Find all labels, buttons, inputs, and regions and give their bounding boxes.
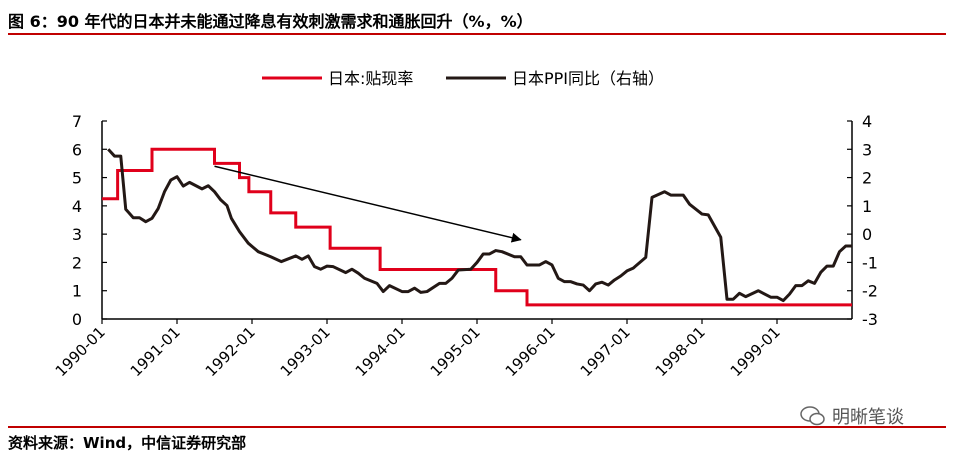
right-tick-label: -1: [862, 253, 878, 272]
x-tick-label: 1998-01: [652, 323, 709, 380]
x-tick-label: 1990-01: [52, 323, 109, 380]
left-tick-label: 4: [72, 197, 82, 216]
watermark: 明晰笔谈: [800, 403, 904, 429]
footer-rule: [8, 426, 946, 428]
wechat-icon: [800, 406, 825, 426]
x-tick-label: 1992-01: [202, 323, 259, 380]
title-rule: [8, 33, 946, 35]
left-tick-label: 6: [72, 140, 82, 159]
right-tick-label: -3: [862, 310, 878, 329]
left-tick-label: 5: [72, 169, 82, 188]
right-tick-label: 1: [862, 197, 872, 216]
discount-rate-line: [102, 147, 852, 307]
left-tick-label: 2: [72, 253, 82, 272]
x-tick-label: 1993-01: [277, 323, 334, 380]
right-tick-label: -2: [862, 282, 878, 301]
right-tick-label: 4: [862, 112, 872, 131]
right-tick-label: 3: [862, 140, 872, 159]
x-tick-label: 1997-01: [577, 323, 634, 380]
legend-label-rate: 日本:贴现率: [328, 69, 413, 88]
ppi-yoy-line: [107, 148, 852, 303]
legend-label-ppi: 日本PPI同比（右轴）: [512, 69, 664, 88]
x-tick-label: 1999-01: [727, 323, 784, 380]
trend-arrow: [214, 165, 522, 243]
x-tick-label: 1994-01: [352, 323, 409, 380]
x-tick-label: 1995-01: [427, 323, 484, 380]
left-tick-label: 3: [72, 225, 82, 244]
left-tick-label: 7: [72, 112, 82, 131]
left-tick-label: 0: [72, 310, 82, 329]
right-tick-label: 0: [862, 225, 872, 244]
watermark-text: 明晰笔谈: [832, 407, 904, 428]
x-tick-label: 1991-01: [127, 323, 184, 380]
right-tick-label: 2: [862, 169, 872, 188]
left-tick-label: 1: [72, 282, 82, 301]
figure-title: 图 6：90 年代的日本并未能通过降息有效刺激需求和通胀回升（%，%）: [8, 12, 533, 31]
x-tick-label: 1996-01: [502, 323, 559, 380]
source-note: 资料来源：Wind，中信证券研究部: [8, 434, 247, 452]
